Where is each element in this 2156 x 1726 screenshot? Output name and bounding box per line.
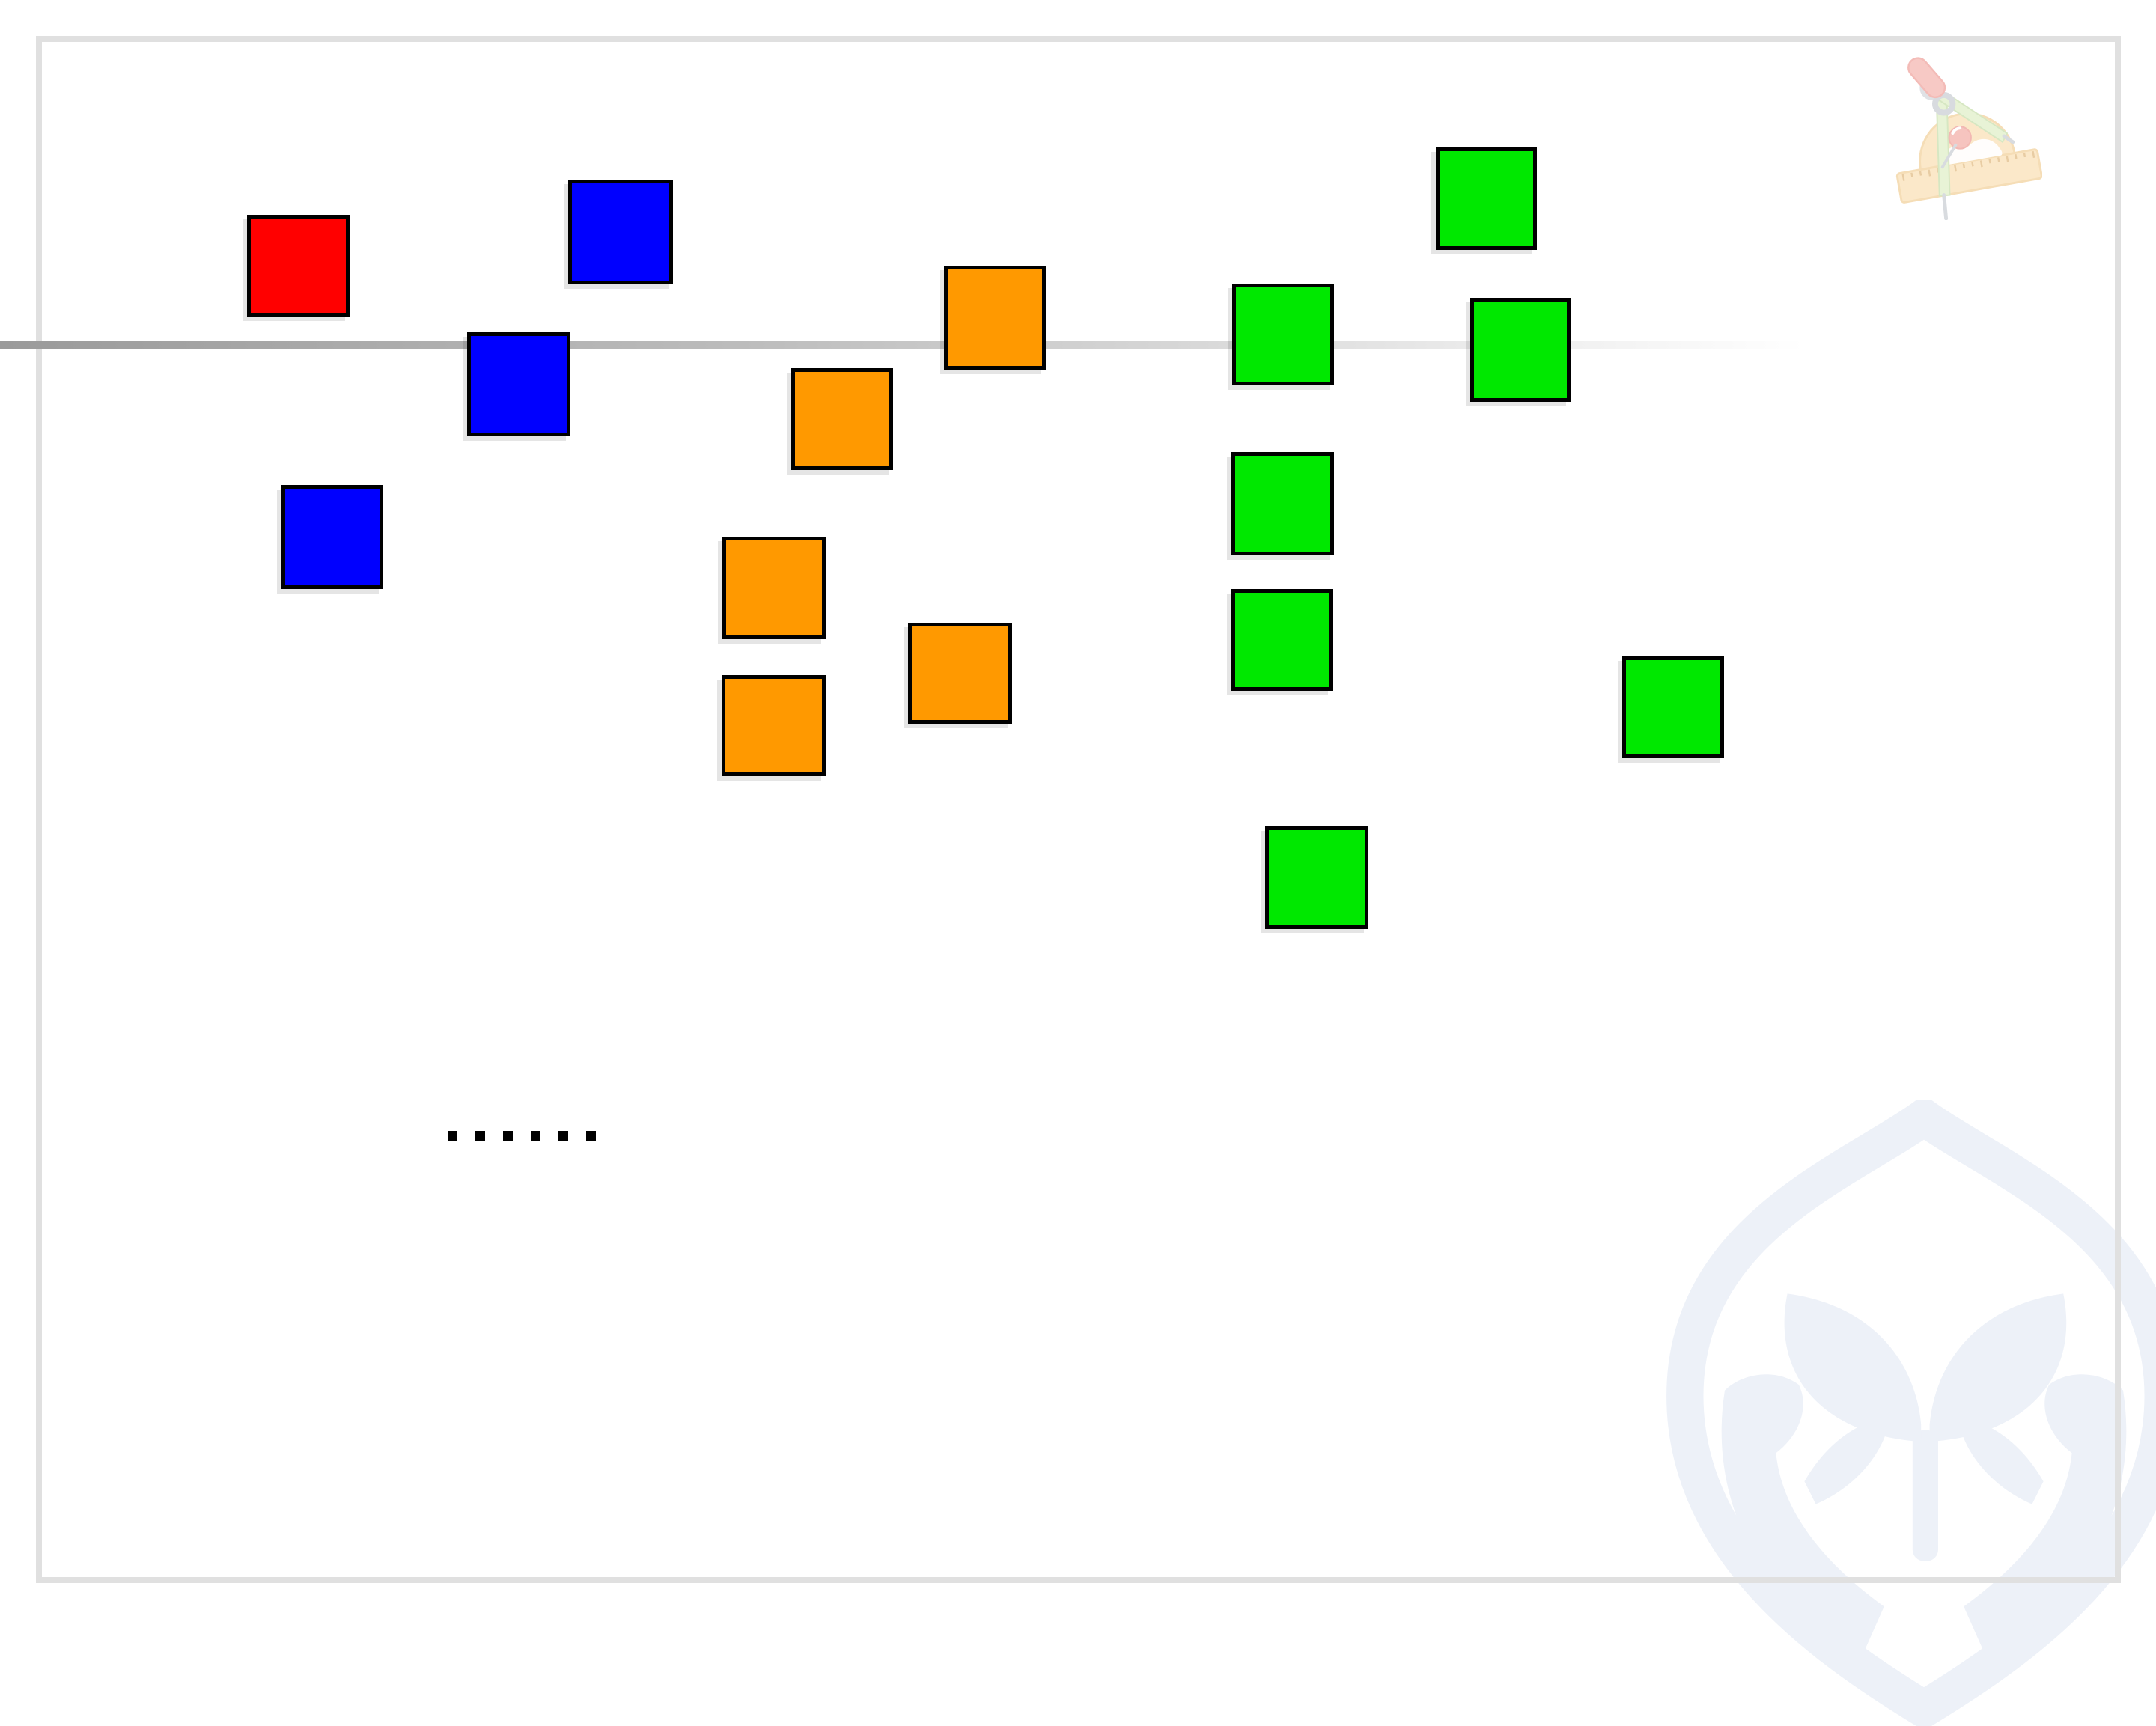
square-blue-mid[interactable] <box>467 332 570 436</box>
compass-knob-pin <box>1940 143 1958 169</box>
square-orange-5[interactable] <box>722 675 826 776</box>
ellipsis-dot <box>503 1131 513 1141</box>
sprout-leaf-left <box>1784 1293 1922 1442</box>
compass-protractor-icon <box>1895 57 2042 220</box>
hinge-loop-lower <box>1932 92 1956 116</box>
divider-line <box>0 341 1804 349</box>
ellipsis-dot <box>531 1131 540 1141</box>
square-green-3[interactable] <box>1470 298 1571 402</box>
compass-pen-tip <box>2002 134 2015 144</box>
slide-border-frame <box>36 36 2121 1583</box>
square-green-5[interactable] <box>1231 589 1333 691</box>
compass-needle <box>1942 193 1949 220</box>
ellipsis-dot <box>448 1131 457 1141</box>
compass-knob-highlight <box>1951 126 1962 135</box>
square-blue-top[interactable] <box>568 180 673 284</box>
square-orange-2[interactable] <box>791 368 893 470</box>
hand-left <box>1721 1374 1884 1658</box>
square-orange-3[interactable] <box>722 537 826 639</box>
hand-right <box>1964 1374 2127 1658</box>
square-green-4[interactable] <box>1231 452 1334 555</box>
square-green-7[interactable] <box>1265 826 1368 929</box>
ellipsis-dot <box>475 1131 485 1141</box>
square-green-6[interactable] <box>1622 656 1724 758</box>
square-orange-1[interactable] <box>944 266 1046 370</box>
sprout-leaf-right <box>1929 1293 2067 1442</box>
ellipsis-dot <box>586 1131 596 1141</box>
compass-icon-group <box>1895 57 2042 220</box>
ellipsis-dot <box>558 1131 568 1141</box>
square-orange-4[interactable] <box>908 623 1012 724</box>
hand-left-thumb <box>1804 1418 1890 1504</box>
sprout-stem <box>1912 1430 1938 1561</box>
square-red[interactable] <box>247 215 350 317</box>
square-green-1[interactable] <box>1436 147 1537 250</box>
square-blue-low[interactable] <box>281 485 383 589</box>
compass-knob <box>1948 126 1972 150</box>
slide-page: { "slide": { "background": "#ffffff", "f… <box>0 36 2156 1726</box>
compass-handle <box>1907 57 1946 99</box>
square-green-2[interactable] <box>1232 284 1334 385</box>
hand-right-thumb <box>1958 1418 2044 1504</box>
